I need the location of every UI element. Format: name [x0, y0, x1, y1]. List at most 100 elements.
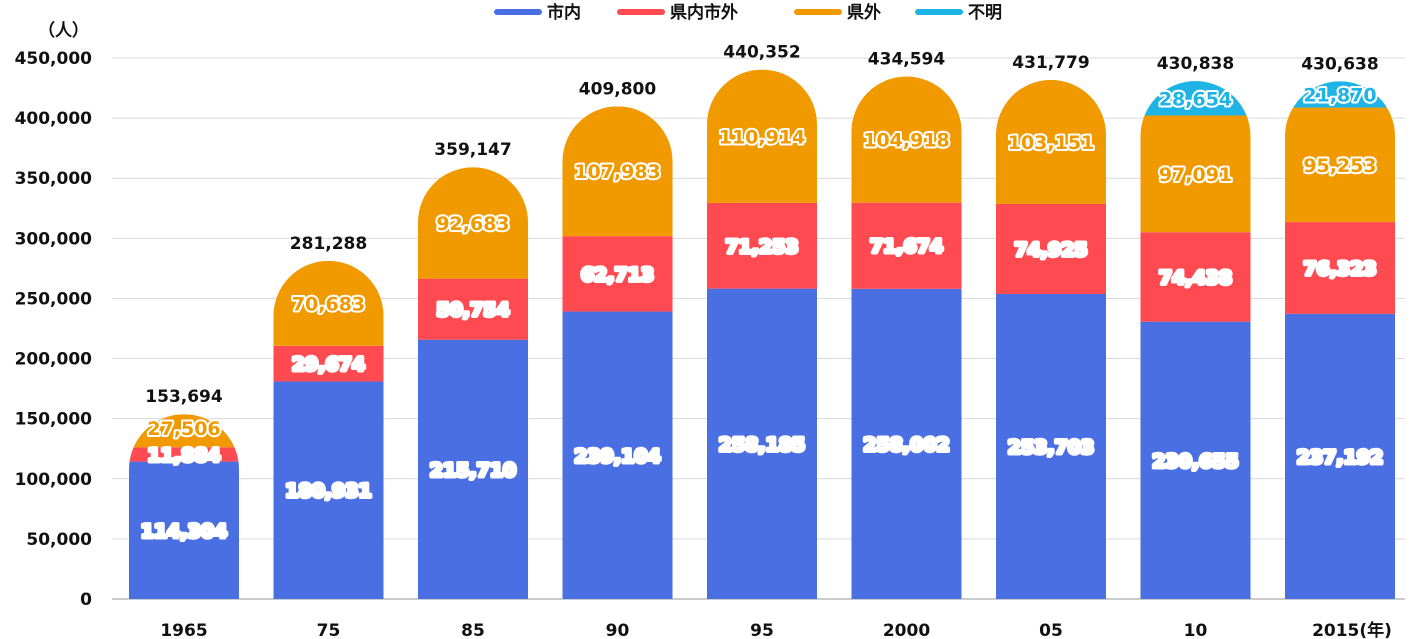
bar-segment-県内市外 — [562, 236, 673, 312]
bar-segment-市内 — [418, 339, 528, 599]
y-tick-label: 300,000 — [15, 229, 93, 249]
bar-segment-県内市外 — [996, 203, 1106, 294]
bar-segment-県外 — [1285, 107, 1395, 223]
value-label: 114,304 — [141, 520, 228, 542]
value-label: 215,710 — [430, 459, 517, 481]
bar-segment-県外 — [996, 79, 1106, 204]
bar-stack — [1140, 81, 1251, 599]
total-label: 409,800 — [579, 79, 657, 99]
value-label: 104,918 — [863, 130, 950, 152]
bar-segment-県外 — [1140, 115, 1251, 233]
x-tick-label: 95 — [750, 621, 774, 639]
total-label: 359,147 — [434, 140, 511, 160]
total-label: 281,288 — [290, 234, 367, 254]
axes: （人） 0 50,000 100,000 150,000 200,000 250,000 3… — [15, 20, 1392, 639]
y-tick-label: 0 — [80, 590, 92, 610]
bar-segment-市内 — [1285, 313, 1395, 599]
total-label: 153,694 — [145, 387, 223, 407]
value-label: 71,253 — [725, 236, 798, 258]
x-tick-label: 90 — [606, 621, 630, 639]
x-tick-label: 2000 — [883, 621, 930, 639]
value-label: 103,151 — [1008, 132, 1095, 154]
value-label: 74,438 — [1159, 267, 1232, 289]
total-label: 431,779 — [1012, 53, 1089, 73]
x-axis-unit-label: (年) — [1359, 620, 1392, 639]
bar-segment-県内市外 — [1140, 232, 1251, 322]
value-label: 29,674 — [292, 354, 365, 376]
bar-segment-県外 — [273, 260, 384, 346]
value-label: 28,654 — [1159, 88, 1232, 110]
value-label: 97,091 — [1159, 164, 1232, 186]
bar-segment-市内 — [273, 381, 384, 599]
y-tick-label: 350,000 — [15, 169, 93, 189]
x-tick-label: 1965 — [160, 621, 207, 639]
total-label: 430,838 — [1157, 54, 1234, 74]
bar-segment-県内市外 — [418, 278, 528, 340]
x-tick-label: 05 — [1039, 621, 1063, 639]
bars — [129, 69, 1395, 599]
bar-segment-県内市外 — [1285, 222, 1395, 314]
value-label: 21,870 — [1303, 84, 1376, 106]
bar-segment-市内 — [1140, 321, 1251, 599]
x-tick-label: 85 — [461, 621, 485, 639]
bar-segment-県内市外 — [129, 447, 239, 462]
legend-label: 市内 — [547, 2, 581, 23]
value-label: 70,683 — [292, 293, 365, 315]
bar-stack — [707, 69, 817, 599]
legend-label: 不明 — [968, 3, 1002, 23]
y-tick-label: 250,000 — [15, 289, 93, 309]
y-axis-unit-label: （人） — [38, 20, 89, 41]
x-tick-label: 75 — [317, 621, 341, 639]
bar-segment-県外 — [851, 76, 962, 203]
value-label: 71,674 — [870, 236, 943, 258]
value-label: 27,506 — [147, 418, 220, 440]
bar-segment-市内 — [851, 288, 962, 599]
value-label: 92,683 — [436, 213, 509, 235]
legend-label: 県外 — [847, 2, 881, 23]
value-label: 62,713 — [581, 264, 654, 286]
value-label: 74,925 — [1014, 239, 1087, 261]
value-label: 180,931 — [285, 480, 372, 502]
y-tick-label: 450,000 — [15, 49, 93, 69]
bar-segment-市内 — [129, 461, 239, 599]
value-label: 230,655 — [1152, 450, 1239, 472]
y-tick-label: 200,000 — [15, 350, 93, 370]
bar-segment-県外 — [707, 69, 817, 203]
bar-stack — [562, 106, 673, 599]
x-tick-label: 2015(年) — [1312, 620, 1392, 639]
legend-label: 県内市外 — [670, 2, 738, 23]
total-label: 434,594 — [868, 50, 946, 70]
total-label: 430,638 — [1301, 54, 1378, 74]
value-label: 258,002 — [863, 434, 950, 456]
value-label: 258,185 — [719, 434, 806, 456]
y-tick-label: 50,000 — [26, 530, 92, 550]
bar-stack — [129, 414, 239, 599]
bar-segment-市内 — [707, 288, 817, 599]
bar-stack — [273, 260, 384, 599]
bar-segment-県内市外 — [851, 202, 962, 289]
bar-stack — [418, 167, 528, 599]
bar-stack — [996, 79, 1106, 599]
y-tick-label: 400,000 — [15, 109, 93, 129]
legend: 市内 県内市外 県外 不明 — [494, 2, 1002, 23]
value-label: 237,192 — [1297, 446, 1384, 468]
value-label: 95,253 — [1303, 155, 1376, 177]
x-tick-label: 10 — [1184, 621, 1208, 639]
value-label: 253,703 — [1008, 436, 1095, 458]
value-label: 11,884 — [147, 444, 220, 466]
bar-segment-県外 — [418, 167, 528, 279]
value-label: 107,983 — [574, 161, 661, 183]
y-tick-label: 150,000 — [15, 410, 93, 430]
y-tick-label: 100,000 — [15, 470, 93, 490]
value-label: 76,323 — [1303, 258, 1376, 280]
data-labels: 114,304 11,884 27,506 153,694 180,931 29,674 7… — [139, 43, 1386, 545]
total-label: 440,352 — [723, 43, 800, 63]
bar-segment-県内市外 — [273, 345, 384, 382]
bar-segment-市内 — [996, 293, 1106, 599]
value-label: 50,754 — [436, 299, 509, 321]
value-label: 239,104 — [574, 445, 661, 467]
bar-stack — [851, 76, 962, 599]
value-label: 110,914 — [719, 126, 806, 148]
bar-segment-市内 — [562, 311, 673, 599]
